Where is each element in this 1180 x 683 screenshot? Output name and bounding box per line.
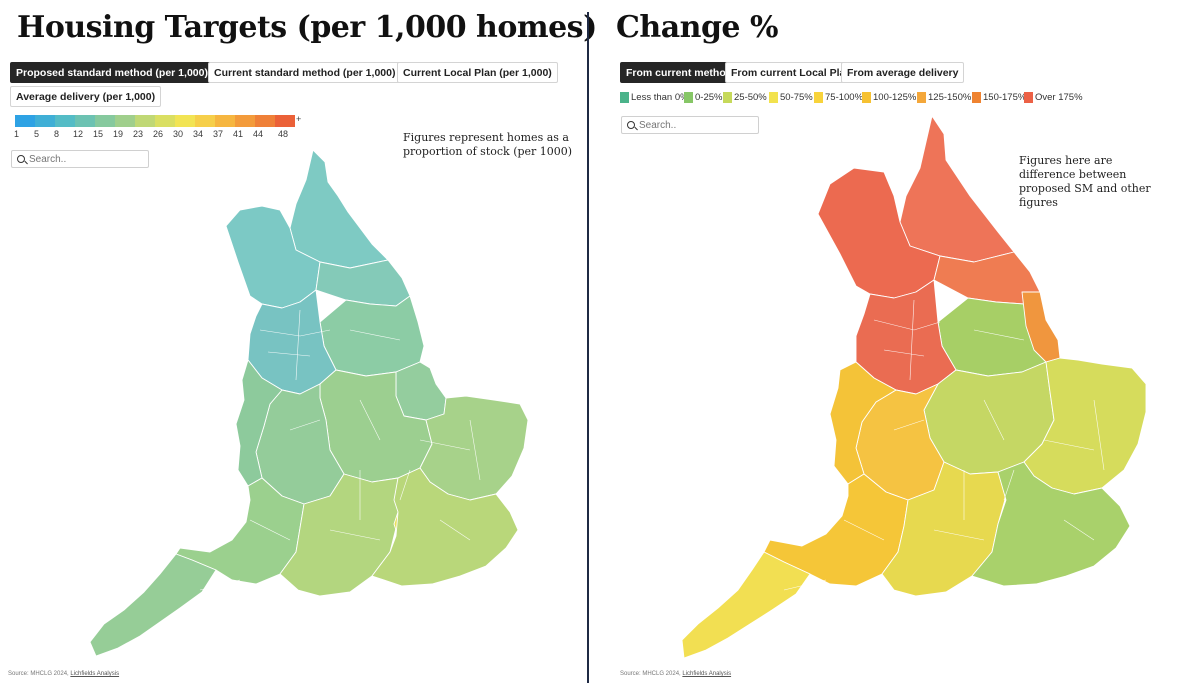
search-icon [627,121,635,129]
scale-swatch [15,115,35,127]
map-region-humber [395,361,447,421]
search-icon [17,155,25,163]
tab-current-standard-method[interactable]: Current standard method (per 1,000) [208,62,402,83]
map-region-north-east [315,259,411,307]
scale-label: 15 [93,129,104,139]
scale-swatch [35,115,55,127]
source-prefix: Source: MHCLG 2024, [620,671,683,677]
map-region-cornwall [89,553,217,657]
scale-label: 30 [173,129,184,139]
legend-label: 0-25% [695,92,723,103]
legend-swatch [862,92,871,103]
right-panel: Change % From current method From curren… [594,0,1180,683]
tab-from-current-method[interactable]: From current method [620,62,739,83]
map-note: Figures represent homes as a proportion … [403,131,573,158]
scale-swatch [155,115,175,127]
scale-label: 48 [278,129,289,139]
search-input[interactable] [639,118,751,132]
scale-label: 34 [193,129,204,139]
source-note: Source: MHCLG 2024, Lichfields Analysis [8,671,119,677]
legend-label: 150-175% [983,92,1027,103]
page-title: Housing Targets (per 1,000 homes) [17,10,597,45]
search-box[interactable] [621,116,759,134]
scale-label: 44 [253,129,264,139]
page-title: Change % [616,10,778,45]
map-boundary-lines [783,299,1105,591]
scale-label: 37 [213,129,224,139]
scale-swatch [135,115,155,127]
tab-from-current-local-plan[interactable]: From current Local Plan [725,62,858,83]
source-link[interactable]: Lichfields Analysis [682,671,732,677]
map-region-cornwall [681,551,811,659]
legend-label: 75-100% [825,92,864,103]
scale-label: 12 [73,129,84,139]
map-region-northumberland [289,149,389,269]
legend-swatch [723,92,732,103]
search-box[interactable] [11,150,149,168]
scale-swatch [235,115,255,127]
left-panel: Housing Targets (per 1,000 homes) Propos… [0,0,597,683]
legend-swatch [1024,92,1033,103]
scale-label: 41 [233,129,244,139]
scale-swatch [275,115,295,127]
scale-swatch [195,115,215,127]
scale-swatch [215,115,235,127]
scale-plus-label: + [296,114,302,124]
scale-swatch [175,115,195,127]
source-prefix: Source: MHCLG 2024, [8,671,71,677]
source-note: Source: MHCLG 2024, Lichfields Analysis [620,671,731,677]
map-region-south-east [371,467,519,587]
legend-label: Less than 0% [631,92,689,103]
scale-label: 5 [34,129,40,139]
legend-swatch [684,92,693,103]
legend-swatch [972,92,981,103]
tab-average-delivery[interactable]: Average delivery (per 1,000) [10,86,162,107]
map-region-south-east [971,461,1131,587]
search-input[interactable] [29,152,141,166]
scale-label: 1 [14,129,20,139]
tab-current-local-plan[interactable]: Current Local Plan (per 1,000) [397,62,558,83]
source-link[interactable]: Lichfields Analysis [70,671,120,677]
legend-label: 100-125% [873,92,917,103]
legend-label: 125-150% [928,92,972,103]
map-note: Figures here are difference between prop… [1019,154,1151,209]
scale-swatch [115,115,135,127]
scale-swatch [55,115,75,127]
scale-label: 8 [54,129,60,139]
england-map-left [89,149,529,657]
legend-swatch [769,92,778,103]
map-region-northumberland [899,115,1015,263]
legend-label: 50-75% [780,92,813,103]
legend-swatch [620,92,629,103]
legend-swatch [814,92,823,103]
scale-swatch [255,115,275,127]
map-region-yorkshire [319,295,425,377]
england-map-right [681,115,1147,659]
scale-swatch [75,115,95,127]
map-boundary-lines [199,309,481,591]
legend-label: 25-50% [734,92,767,103]
scale-label: 19 [113,129,124,139]
legend-label: Over 175% [1035,92,1083,103]
scale-swatch [95,115,115,127]
scale-label: 26 [153,129,164,139]
panel-divider [587,12,589,683]
tab-from-average-delivery[interactable]: From average delivery [841,62,965,83]
legend-swatch [917,92,926,103]
scale-label: 23 [133,129,144,139]
